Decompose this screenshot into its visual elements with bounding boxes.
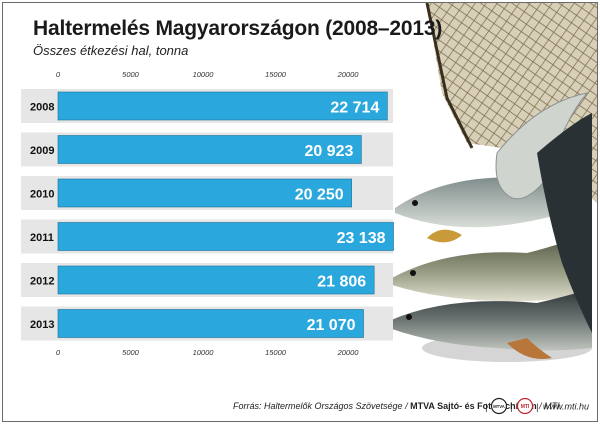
tick-label-top: 20000 bbox=[337, 70, 360, 79]
category-label: 2011 bbox=[30, 232, 54, 244]
value-label: 22 714 bbox=[330, 100, 379, 117]
bar-2009 bbox=[57, 135, 362, 164]
category-label: 2013 bbox=[30, 319, 54, 331]
tick-label-bottom: 20000 bbox=[337, 348, 360, 357]
value-label: 23 138 bbox=[337, 230, 386, 247]
labels: 2008 22 714 2009 20 923 2010 20 250 2011 23 138… bbox=[30, 100, 386, 335]
category-label: 2012 bbox=[30, 276, 54, 288]
tick-label-top: 10000 bbox=[193, 70, 215, 79]
bars bbox=[57, 91, 394, 338]
fish-net-photo bbox=[389, 3, 597, 362]
bar-chart: 0 0 5000 5000 10000 10000 15000 15000 20000 20000… bbox=[21, 70, 394, 357]
separator: | bbox=[485, 402, 487, 412]
source-bold: MTVA Sajtó- és Fotóarchívum bbox=[410, 401, 537, 411]
source-prefix: Forrás: Haltermelők Országos Szövetsége … bbox=[233, 401, 408, 411]
mti-logo: MTI bbox=[516, 397, 534, 415]
tick-label-top: 5000 bbox=[122, 70, 140, 79]
bar-2010 bbox=[57, 178, 352, 208]
bar-2011 bbox=[57, 222, 394, 251]
mtva-logo: MTVA bbox=[490, 397, 508, 415]
tick-label-bottom: 5000 bbox=[122, 348, 140, 357]
separator: | bbox=[510, 402, 512, 412]
mti-logo-text: MTI bbox=[521, 404, 530, 410]
category-label: 2008 bbox=[30, 102, 54, 114]
mtva-logo-text: MTVA bbox=[493, 404, 505, 409]
category-label: 2010 bbox=[30, 189, 54, 201]
bar-2012 bbox=[57, 265, 375, 295]
value-label: 20 250 bbox=[295, 187, 344, 204]
tick-label-bottom: 0 bbox=[56, 348, 61, 357]
tick-label-top: 15000 bbox=[265, 70, 287, 79]
separator: | bbox=[536, 402, 538, 412]
tick-label-bottom: 10000 bbox=[193, 348, 215, 357]
tick-label-bottom: 15000 bbox=[265, 348, 287, 357]
chart-subtitle: Összes étkezési hal, tonna bbox=[33, 43, 189, 58]
logo-strip: | MTVA | MTI | www.mti.hu bbox=[485, 397, 589, 415]
chart-title: Haltermelés Magyarországon (2008–2013) bbox=[33, 17, 443, 40]
website-link[interactable]: www.mti.hu bbox=[543, 402, 589, 412]
row-bands bbox=[21, 89, 393, 341]
tick-label-top: 0 bbox=[56, 70, 61, 79]
value-label: 21 806 bbox=[317, 274, 366, 291]
value-label: 21 070 bbox=[307, 317, 356, 334]
bar-2008 bbox=[57, 91, 388, 121]
source-suffix: / MTI bbox=[539, 401, 560, 411]
bar-2013 bbox=[57, 309, 364, 338]
axis-ticks: 0 0 5000 5000 10000 10000 15000 15000 20000 20000 bbox=[56, 70, 359, 357]
value-label: 20 923 bbox=[304, 143, 353, 160]
category-label: 2009 bbox=[30, 145, 54, 157]
source-line: Forrás: Haltermelők Országos Szövetsége … bbox=[233, 401, 560, 411]
